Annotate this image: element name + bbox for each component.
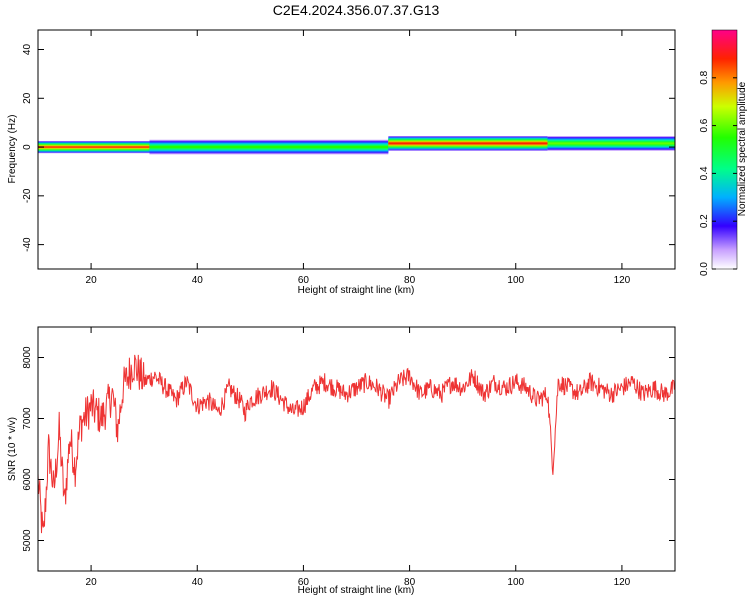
colorbar-ticks: 0.0 0.2 0.4 0.6 0.8 [699, 70, 737, 276]
spectrogram-frame [37, 29, 676, 270]
spectrogram-x-tick-label: 40 [192, 275, 204, 286]
spectrogram-band-1-layer-6 [149, 146, 389, 149]
spectrogram-band-0-layer-6 [38, 146, 150, 148]
spectrogram-x-tick-label: 60 [298, 275, 310, 286]
snr-y-tick-label: 8000 [22, 346, 33, 369]
spectrogram-band-3-layer-6 [547, 142, 675, 145]
colorbar-tick-label: 0.2 [699, 214, 710, 228]
figure-title: C2E4.2024.356.07.37.G13 [273, 2, 440, 18]
spectrogram-y-tick-label: 40 [22, 44, 33, 56]
colorbar-gradient [711, 29, 738, 270]
snr-frame [37, 326, 676, 572]
colorbar-tick-label: 0.0 [699, 262, 710, 276]
colorbar-tick-label: 0.4 [699, 166, 710, 180]
spectrogram-x-axis-label: Height of straight line (km) [298, 285, 415, 296]
snr-y-tick-label: 5000 [22, 529, 33, 552]
spectrogram-x-tick-label: 80 [404, 275, 416, 286]
snr-x-tick-label: 40 [192, 577, 204, 588]
spectrogram-y-tick-label: -20 [22, 188, 33, 203]
snr-x-tick-label: 100 [507, 577, 524, 588]
spectrogram-y-axis-label: Frequency (Hz) [7, 115, 18, 184]
snr-x-axis-label: Height of straight line (km) [298, 585, 415, 596]
spectrogram-band-2-layer-6 [388, 142, 548, 145]
snr-ticks: 20 40 60 80 100 120 5000 6000 7000 8000 [22, 327, 675, 588]
spectrogram-y-tick-label: 0 [22, 144, 33, 150]
snr-panel: 20 40 60 80 100 120 5000 6000 7000 8000 Height of… [7, 326, 676, 596]
colorbar-tick-label: 0.8 [699, 70, 710, 84]
snr-x-tick-label: 120 [614, 577, 631, 588]
snr-series-line [38, 354, 675, 534]
spectrogram-x-tick-label: 20 [86, 275, 98, 286]
spectrogram-panel: 20 40 60 80 100 120 -40 -20 0 20 40 Height of stra… [7, 29, 676, 296]
spectrogram-y-tick-label: 20 [22, 92, 33, 104]
colorbar-label: Normalized spectral amplitude [737, 81, 748, 216]
snr-y-tick-label: 6000 [22, 468, 33, 491]
spectrogram-x-tick-label: 120 [614, 275, 631, 286]
snr-x-tick-label: 80 [404, 577, 416, 588]
snr-y-axis-label: SNR (10 * v/v) [7, 417, 18, 481]
spectrogram-bands [38, 136, 675, 155]
spectrogram-ticks: 20 40 60 80 100 120 -40 -20 0 20 40 [22, 30, 675, 286]
spectrogram-x-tick-label: 100 [507, 275, 524, 286]
snr-x-tick-label: 20 [86, 577, 98, 588]
snr-y-tick-label: 7000 [22, 407, 33, 430]
spectrogram-y-tick-label: -40 [22, 237, 33, 252]
snr-x-tick-label: 60 [298, 577, 310, 588]
colorbar: 0.0 0.2 0.4 0.6 0.8 Normalized spectral ampl… [699, 29, 748, 276]
colorbar-tick-label: 0.6 [699, 118, 710, 132]
